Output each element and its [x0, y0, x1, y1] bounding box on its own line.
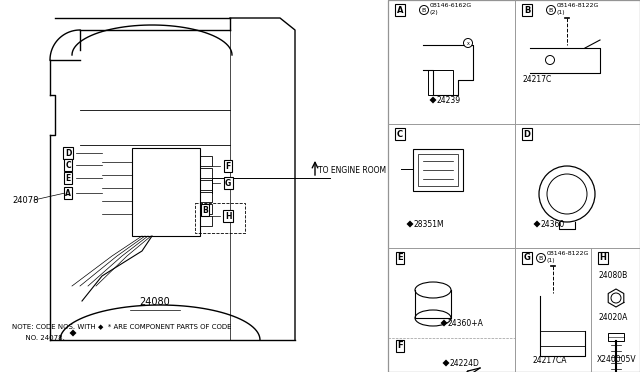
Text: F: F	[225, 161, 230, 170]
Text: 08146-8122G: 08146-8122G	[557, 3, 600, 8]
Text: TO ENGINE ROOM: TO ENGINE ROOM	[318, 166, 386, 174]
Polygon shape	[70, 330, 77, 337]
Text: F: F	[397, 341, 403, 350]
Text: X240005V: X240005V	[596, 355, 636, 364]
Text: 24080B: 24080B	[599, 271, 628, 280]
Text: 24217CA: 24217CA	[533, 356, 568, 365]
Text: C: C	[65, 160, 71, 170]
Circle shape	[545, 55, 554, 64]
Bar	[418, 154, 458, 186]
Bar	[200, 204, 212, 214]
Text: B: B	[524, 6, 530, 15]
Text: 24224D: 24224D	[450, 359, 480, 368]
Text: (1): (1)	[547, 258, 556, 263]
Polygon shape	[442, 359, 449, 366]
Text: 24078: 24078	[12, 196, 38, 205]
Text: 24020A: 24020A	[599, 313, 628, 322]
Polygon shape	[429, 96, 436, 103]
Text: E: E	[397, 253, 403, 263]
Text: D: D	[65, 148, 71, 157]
Text: G: G	[524, 253, 531, 263]
Bar	[200, 156, 212, 166]
Text: (1): (1)	[557, 10, 566, 15]
Circle shape	[547, 6, 556, 15]
Circle shape	[547, 174, 587, 214]
Polygon shape	[440, 320, 447, 327]
Ellipse shape	[415, 310, 451, 326]
Text: NO. 24078.: NO. 24078.	[12, 335, 65, 341]
Text: D: D	[524, 129, 531, 138]
Text: NOTE: CODE NOS. WITH ◆  * ARE COMPONENT PARTS OF CODE: NOTE: CODE NOS. WITH ◆ * ARE COMPONENT P…	[12, 323, 232, 329]
Text: A: A	[397, 6, 403, 15]
Bar	[428, 70, 453, 95]
Bar	[132, 148, 200, 236]
Circle shape	[419, 6, 429, 15]
Text: 24239: 24239	[437, 96, 461, 105]
Text: 24360: 24360	[541, 219, 565, 228]
Bar	[200, 192, 212, 202]
Bar	[608, 333, 624, 341]
Text: 24080: 24080	[140, 297, 170, 307]
Polygon shape	[406, 221, 413, 228]
Circle shape	[611, 293, 621, 303]
Bar	[200, 216, 212, 226]
Bar	[413, 149, 463, 191]
Bar	[195, 203, 245, 233]
Text: (2): (2)	[430, 10, 439, 15]
Bar	[200, 168, 212, 178]
Text: x: x	[467, 41, 469, 45]
Text: G: G	[225, 179, 231, 187]
Text: B: B	[202, 205, 208, 215]
Ellipse shape	[415, 282, 451, 298]
Text: A: A	[65, 189, 71, 198]
Circle shape	[539, 166, 595, 222]
Text: H: H	[600, 253, 607, 263]
Text: 24217C: 24217C	[523, 75, 552, 84]
Bar	[388, 0, 640, 372]
Text: H: H	[225, 212, 231, 221]
Text: 28351M: 28351M	[414, 219, 445, 228]
Text: 08146-8122G: 08146-8122G	[547, 251, 589, 256]
Text: E: E	[65, 173, 70, 183]
Circle shape	[463, 38, 472, 48]
Text: 24360+A: 24360+A	[448, 318, 484, 327]
Text: 08146-6162G: 08146-6162G	[430, 3, 472, 8]
Bar	[200, 180, 212, 190]
Text: B: B	[539, 256, 543, 260]
Circle shape	[536, 253, 545, 263]
Text: B: B	[422, 7, 426, 13]
Polygon shape	[534, 221, 541, 228]
Text: B: B	[549, 7, 553, 13]
Text: C: C	[397, 129, 403, 138]
